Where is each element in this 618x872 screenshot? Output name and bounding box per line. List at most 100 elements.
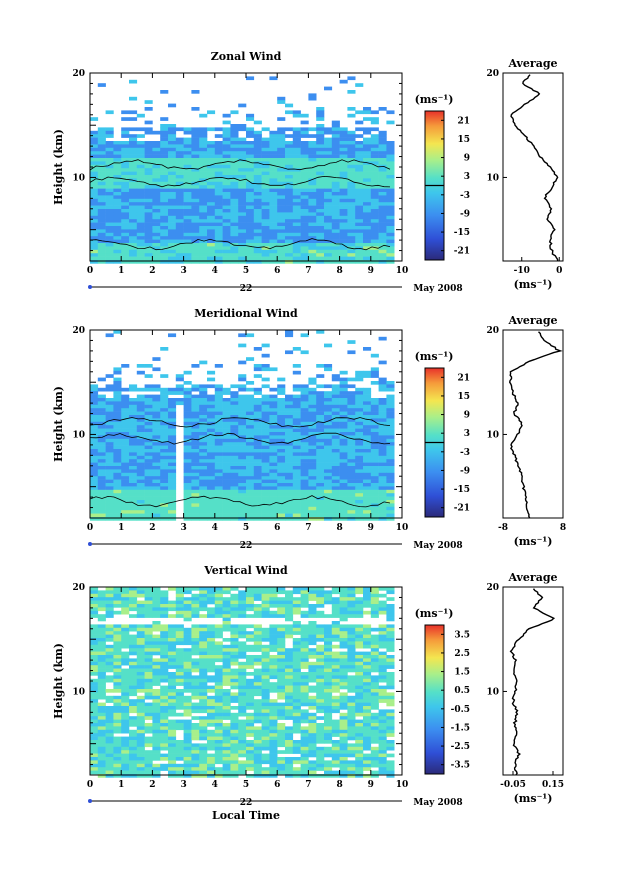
heatmap-cell — [339, 188, 348, 193]
heatmap-cell — [214, 479, 223, 484]
heatmap-cell — [222, 249, 231, 254]
heatmap-cell — [370, 695, 379, 700]
heatmap-cell — [168, 243, 177, 247]
heatmap-cell — [160, 513, 169, 518]
heatmap-cell — [222, 178, 231, 183]
heatmap-cell — [113, 141, 122, 145]
heatmap-cell — [363, 644, 372, 649]
heatmap-cell — [183, 627, 192, 632]
heatmap-cell — [144, 675, 153, 680]
heatmap-cell — [207, 590, 216, 595]
heatmap-cell — [160, 391, 169, 395]
heatmap-cell — [386, 740, 395, 744]
heatmap-cell — [285, 151, 294, 155]
heatmap-cell — [386, 466, 395, 470]
heatmap-cell — [339, 459, 348, 463]
heatmap-cell — [136, 729, 145, 734]
heatmap-cell — [285, 634, 294, 639]
heatmap-cell — [292, 587, 301, 591]
heatmap-cell — [214, 168, 223, 172]
heatmap-cell — [363, 246, 372, 251]
heatmap-cell — [316, 445, 325, 450]
heatmap-cell — [238, 151, 247, 155]
heatmap-cell — [261, 614, 270, 618]
heatmap-cell — [253, 435, 262, 440]
heatmap-cell — [238, 651, 247, 656]
heatmap-cell — [175, 144, 184, 149]
heatmap-cell — [292, 743, 301, 748]
heatmap-cell — [355, 249, 364, 254]
heatmap-cell — [90, 692, 99, 697]
heatmap-cell — [152, 154, 161, 159]
heatmap-cell — [316, 168, 325, 172]
heatmap-cell — [324, 222, 333, 227]
heatmap-cell — [152, 682, 161, 686]
heatmap-cell — [136, 743, 145, 748]
heatmap-cell — [191, 171, 200, 176]
heatmap-cell — [300, 435, 309, 440]
heatmap-cell — [246, 357, 255, 361]
heatmap-cell — [253, 486, 262, 491]
heatmap-cell — [316, 222, 325, 227]
heatmap-cell — [292, 226, 301, 230]
heatmap-cell — [386, 496, 395, 501]
heatmap-cell — [300, 418, 309, 423]
heatmap-cell — [144, 644, 153, 649]
heatmap-cell — [90, 239, 99, 244]
heatmap-cell — [246, 236, 255, 240]
heatmap-cell — [277, 253, 286, 257]
heatmap-cell — [378, 655, 387, 659]
heatmap-cell — [261, 442, 270, 446]
heatmap-cell — [246, 593, 255, 598]
heatmap-cell — [269, 486, 278, 491]
heatmap-cell — [129, 398, 138, 402]
heatmap-cell — [292, 590, 301, 595]
heatmap-cell — [175, 260, 184, 264]
heatmap-cell — [370, 195, 379, 200]
heatmap-cell — [199, 171, 208, 176]
heatmap-cell — [168, 483, 177, 487]
x-tick-label: 6 — [274, 266, 280, 276]
heatmap-cell — [386, 472, 395, 477]
heatmap-cell — [300, 232, 309, 237]
heatmap-cell — [261, 503, 270, 508]
heatmap-cell — [253, 260, 262, 264]
heatmap-cell — [386, 158, 395, 162]
profile-frame — [502, 72, 564, 262]
heatmap-cell — [308, 93, 317, 98]
heatmap-cell — [378, 398, 387, 402]
x-tick-label: 10 — [396, 523, 409, 533]
heatmap-cell — [152, 644, 161, 649]
heatmap-cell — [370, 181, 379, 186]
heatmap-cell — [207, 401, 216, 406]
heatmap-cell — [285, 144, 294, 149]
heatmap-cell — [253, 455, 262, 460]
heatmap-cell — [97, 695, 106, 700]
heatmap-cell — [113, 246, 122, 251]
heatmap-cell — [308, 638, 317, 642]
heatmap-cell — [370, 500, 379, 504]
heatmap-cell — [121, 438, 130, 443]
heatmap-cell — [331, 682, 340, 686]
heatmap-cell — [316, 493, 325, 497]
heatmap-cell — [199, 466, 208, 470]
heatmap-cell — [355, 147, 364, 152]
heatmap-cell — [105, 445, 114, 450]
heatmap-cell — [121, 668, 130, 673]
heatmap-cell — [222, 607, 231, 612]
heatmap-cell — [246, 644, 255, 649]
heatmap-cell — [261, 678, 270, 683]
heatmap-cell — [324, 181, 333, 186]
heatmap-cell — [347, 113, 356, 118]
heatmap-cell — [324, 428, 333, 433]
heatmap-cell — [378, 408, 387, 412]
heatmap-cell — [160, 425, 169, 429]
heatmap-cell — [378, 137, 387, 142]
heatmap-cell — [277, 712, 286, 717]
heatmap-cell — [316, 124, 325, 128]
heatmap-cell — [175, 593, 184, 598]
heatmap-cell — [222, 658, 231, 663]
heatmap-cell — [144, 638, 153, 642]
heatmap-cell — [168, 202, 177, 206]
